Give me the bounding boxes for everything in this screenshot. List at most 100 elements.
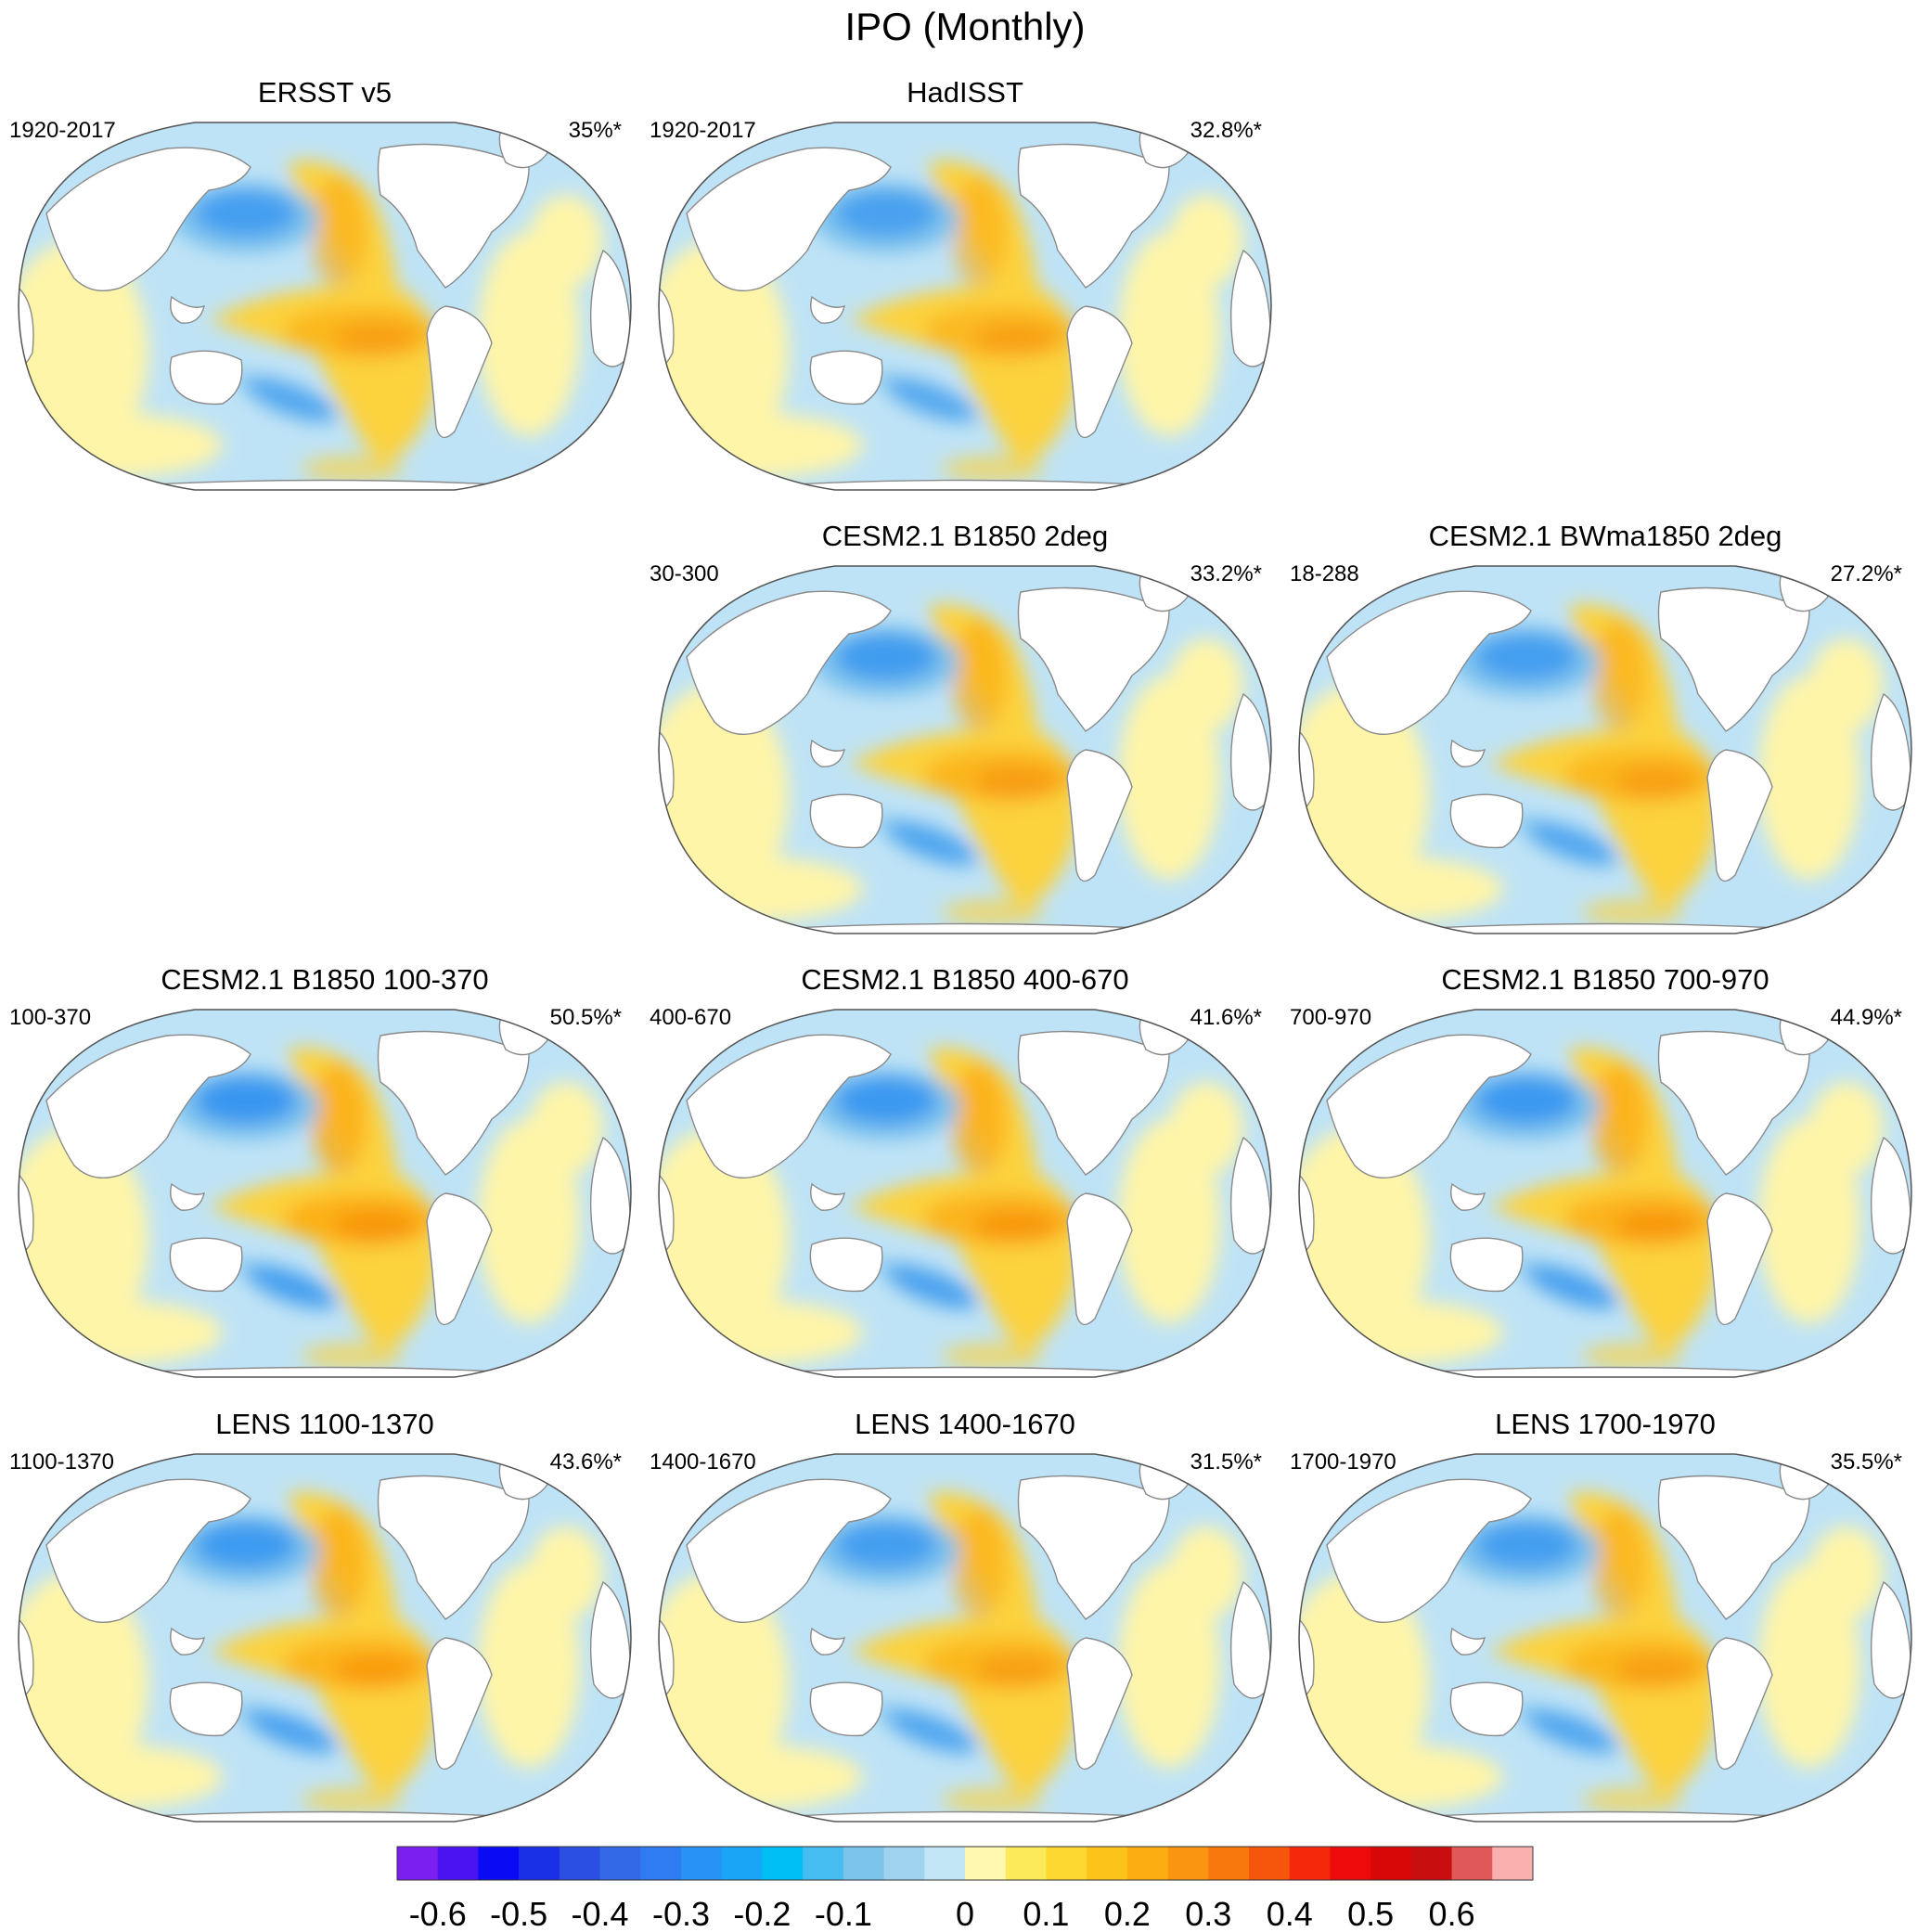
colorbar-tick-label: 0.6 [1429, 1895, 1475, 1932]
sst-field [19, 1454, 631, 1822]
sst-field [1299, 1454, 1911, 1822]
map-panel: CESM2.1 BWma1850 2deg 18-288 27.2%* [1290, 520, 1912, 934]
colorbar-tick-label: 0.5 [1347, 1895, 1394, 1932]
colorbar-swatch [1005, 1847, 1047, 1880]
colorbar-swatch [640, 1847, 682, 1880]
sst-field [1299, 1010, 1911, 1377]
continents [659, 572, 1271, 934]
panel-title: ERSST v5 [258, 76, 392, 109]
sst-field [1299, 566, 1911, 934]
sst-field [659, 566, 1271, 934]
colorbar-swatch [1167, 1847, 1209, 1880]
panel-period: 100-370 [9, 1005, 91, 1030]
colorbar-swatch [397, 1847, 439, 1880]
panel-title: CESM2.1 B1850 400-670 [801, 963, 1128, 996]
colorbar-swatch [843, 1847, 885, 1880]
colorbar-swatch [803, 1847, 844, 1880]
colorbar-swatch [1492, 1847, 1534, 1880]
panel-title: HadISST [907, 76, 1023, 109]
colorbar-tick-label: -0.6 [409, 1895, 467, 1932]
map-panel: CESM2.1 B1850 2deg 30-300 33.2%* [650, 520, 1272, 934]
colorbar-tick-label: -0.1 [815, 1895, 872, 1932]
colorbar-swatch [519, 1847, 560, 1880]
colorbar-swatch [924, 1847, 966, 1880]
colorbar-swatch [1410, 1847, 1453, 1880]
panel-period: 30-300 [650, 561, 719, 586]
panel-variance: 31.5%* [1190, 1449, 1262, 1475]
colorbar-swatch [1370, 1847, 1412, 1880]
continents [1299, 572, 1911, 934]
colorbar-tick-label: 0.1 [1023, 1895, 1069, 1932]
panel-variance: 33.2%* [1190, 561, 1262, 586]
panel-title: LENS 1100-1370 [215, 1408, 434, 1440]
panel-title: CESM2.1 B1850 700-970 [1441, 963, 1769, 996]
map-panel: LENS 1100-1370 1100-1370 43.6%* [9, 1408, 632, 1823]
panel-variance: 27.2%* [1831, 561, 1902, 586]
sst-field [659, 1454, 1271, 1822]
panel-period: 1920-2017 [9, 118, 116, 143]
colorbar-tick-label: 0.2 [1104, 1895, 1151, 1932]
colorbar-swatch [1126, 1847, 1169, 1880]
colorbar-tick-label: -0.5 [490, 1895, 547, 1932]
colorbar-swatch [721, 1847, 763, 1880]
panel-title: LENS 1400-1670 [855, 1408, 1075, 1440]
panel-period: 1100-1370 [9, 1449, 114, 1475]
panel-variance: 35.5%* [1831, 1449, 1902, 1475]
panel-period: 1700-1970 [1290, 1449, 1396, 1475]
panel-period: 400-670 [650, 1005, 731, 1030]
panel-variance: 41.6%* [1190, 1005, 1262, 1030]
sst-field [19, 122, 631, 490]
colorbar-swatch [478, 1847, 520, 1880]
panel-period: 18-288 [1290, 561, 1359, 586]
colorbar-swatch [437, 1847, 479, 1880]
continents [659, 128, 1271, 490]
colorbar-swatch [965, 1847, 1007, 1880]
colorbar-swatch [762, 1847, 804, 1880]
colorbar-swatch [1249, 1847, 1291, 1880]
panel-period: 1920-2017 [650, 118, 756, 143]
figure-title: IPO (Monthly) [844, 5, 1085, 48]
map-panel: CESM2.1 B1850 700-970 700-970 44.9%* [1290, 963, 1912, 1378]
colorbar-swatch [1087, 1847, 1128, 1880]
colorbar-swatch [1046, 1847, 1087, 1880]
panel-variance: 43.6%* [550, 1449, 622, 1475]
panel-period: 700-970 [1290, 1005, 1371, 1030]
sst-field [659, 122, 1271, 490]
colorbar-tick-label: -0.3 [652, 1895, 710, 1932]
colorbar-swatch [1208, 1847, 1250, 1880]
map-panel: LENS 1400-1670 1400-1670 31.5%* [650, 1408, 1272, 1823]
colorbar-swatch [883, 1847, 925, 1880]
colorbar-swatch [681, 1847, 723, 1880]
panel-title: CESM2.1 B1850 100-370 [161, 963, 488, 996]
panel-period: 1400-1670 [650, 1449, 756, 1475]
map-panel: LENS 1700-1970 1700-1970 35.5%* [1290, 1408, 1912, 1823]
colorbar-swatch [1451, 1847, 1493, 1880]
colorbar-tick-label: -0.4 [572, 1895, 629, 1932]
continents [19, 128, 631, 490]
panel-title: CESM2.1 B1850 2deg [822, 520, 1109, 552]
panel-variance: 35%* [569, 118, 622, 143]
sst-field [19, 1010, 631, 1377]
colorbar-swatch [559, 1847, 601, 1880]
continents [659, 1460, 1271, 1822]
colorbar: -0.6 -0.5 -0.4 -0.3 -0.2 -0.1 0 0.1 0.2 0.3 0.4 0.5… [396, 1846, 1534, 1932]
continents [1299, 1015, 1911, 1377]
panel-variance: 32.8%* [1190, 118, 1262, 143]
panel-title: LENS 1700-1970 [1495, 1408, 1716, 1440]
colorbar-swatch [1289, 1847, 1331, 1880]
sst-field [659, 1010, 1271, 1377]
panel-variance: 44.9%* [1831, 1005, 1902, 1030]
map-panel: CESM2.1 B1850 400-670 400-670 41.6%* [650, 963, 1272, 1378]
map-panel: CESM2.1 B1850 100-370 100-370 50.5%* [9, 963, 632, 1378]
colorbar-tick-label: 0.3 [1185, 1895, 1231, 1932]
colorbar-tick-label: 0 [956, 1895, 974, 1932]
continents [1299, 1460, 1911, 1822]
colorbar-tick-label: 0.4 [1267, 1895, 1313, 1932]
colorbar-swatch [1330, 1847, 1371, 1880]
panel-grid: ERSST v5 1920-2017 35%* HadISST 1920-2017 32.… [9, 76, 1912, 1823]
panel-title: CESM2.1 BWma1850 2deg [1429, 520, 1782, 552]
colorbar-tick-label: -0.2 [733, 1895, 791, 1932]
panel-variance: 50.5%* [550, 1005, 622, 1030]
